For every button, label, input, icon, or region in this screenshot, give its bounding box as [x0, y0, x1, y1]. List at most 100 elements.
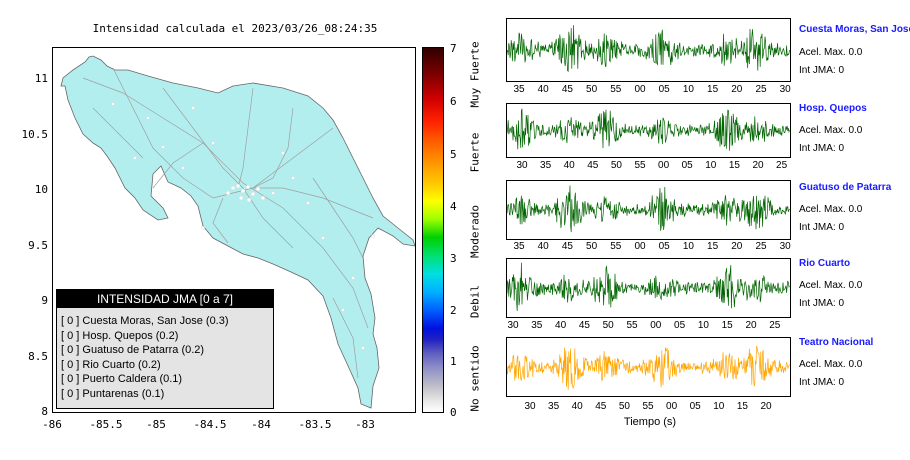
colorbar-number: 0 [450, 406, 457, 419]
waveform-trace [507, 262, 790, 312]
legend-item: [ 0 ] Puerto Caldera (0.1) [61, 373, 183, 385]
waveform-trace [507, 108, 790, 151]
station-markers[interactable] [111, 102, 375, 350]
waveform-tick-label: 40 [537, 241, 549, 252]
waveform-ticks: 35 40 45 50 55 00 05 10 15 20 25 30 [506, 241, 791, 253]
station-name-rio-cuarto[interactable]: Rio Cuarto [799, 258, 851, 269]
colorbar-number: 4 [450, 200, 457, 213]
waveform-tick-label: 00 [634, 84, 646, 95]
map-y-label: 8.5 [28, 350, 48, 363]
waveform-tick-label: 40 [555, 320, 567, 331]
station-int: Int JMA: 0 [799, 65, 845, 76]
station-name-cuesta-moras[interactable]: Cuesta Moras, San Jose [799, 24, 910, 35]
waveform-tick-label: 30 [516, 160, 528, 171]
colorbar-number: 1 [450, 355, 457, 368]
map-y-label: 10.5 [21, 128, 49, 141]
waveform-tick-label: 05 [674, 320, 686, 331]
waveform-tick-label: 05 [658, 84, 670, 95]
waveform-tick-label: 55 [642, 401, 654, 412]
waveform-line [507, 25, 790, 73]
station-acel: Acel. Max. 0.0 [799, 204, 863, 215]
colorbar-number: 3 [450, 252, 457, 265]
waveform-tick-label: 15 [707, 241, 719, 252]
waveform-tick-label: 45 [595, 401, 607, 412]
waveform-tick-label: 45 [561, 241, 573, 252]
waveform-tick-label: 45 [578, 320, 590, 331]
map-x-label: -84.5 [193, 418, 227, 431]
waveform-trace [507, 185, 790, 233]
station-acel: Acel. Max. 0.0 [799, 47, 863, 58]
waveform-tick-label: 35 [531, 320, 543, 331]
station-name-guatuso[interactable]: Guatuso de Patarra [799, 182, 892, 193]
map-x-label: -85.5 [89, 418, 123, 431]
waveform-tick-label: 10 [713, 401, 725, 412]
waveform-trace [507, 345, 790, 390]
waveform-tick-label: 25 [755, 84, 767, 95]
colorbar-number: 5 [450, 148, 457, 161]
colorbar-word-no-sentido: No sentido [468, 345, 482, 412]
legend-item: [ 0 ] Guatuso de Patarra (0.2) [61, 344, 205, 356]
waveform-panel[interactable] [506, 180, 791, 240]
waveform-tick-label: 00 [634, 241, 646, 252]
map-y-label: 9 [41, 294, 48, 307]
waveform-tick-label: 40 [537, 84, 549, 95]
map-y-label: 10 [34, 183, 48, 196]
waveform-tick-label: 15 [721, 320, 733, 331]
waveform-tick-label: 35 [540, 160, 552, 171]
waveform-line [507, 262, 790, 312]
waveform-tick-label: 50 [618, 401, 630, 412]
colorbar-word-muy-fuerte: Muy Fuerte [468, 41, 482, 108]
waveform-tick-label: 15 [736, 401, 748, 412]
map-x-label: -85 [146, 418, 166, 431]
waveform-tick-label: 25 [755, 241, 767, 252]
waveform-tick-label: 25 [769, 320, 781, 331]
waveform-tick-label: 50 [586, 84, 598, 95]
waveform-tick-label: 00 [650, 320, 662, 331]
colorbar-word-fuerte: Fuerte [468, 132, 482, 173]
colorbar-gradient [423, 48, 443, 412]
waveform-tick-label: 15 [728, 160, 740, 171]
waveform-trace [507, 25, 790, 73]
waveform-tick-label: 50 [602, 320, 614, 331]
map-canvas [60, 55, 415, 409]
map-y-label: 9.5 [28, 239, 48, 252]
station-acel: Acel. Max. 0.0 [799, 125, 863, 136]
waveform-tick-label: 35 [513, 241, 525, 252]
waveform-tick-label: 05 [658, 241, 670, 252]
intensity-colorbar [422, 47, 444, 413]
station-name-teatro-nacional[interactable]: Teatro Nacional [799, 337, 874, 348]
waveform-tick-label: 00 [658, 160, 670, 171]
waveform-ticks: 30 35 40 45 50 55 00 05 10 15 20 25 [506, 320, 789, 332]
waveform-tick-label: 55 [634, 160, 646, 171]
station-acel: Acel. Max. 0.0 [799, 359, 863, 370]
waveform-tick-label: 30 [507, 320, 519, 331]
waveform-tick-label: 30 [779, 241, 791, 252]
waveform-tick-label: 45 [561, 84, 573, 95]
waveform-ticks: 30 35 40 45 50 55 00 05 10 15 20 25 [506, 160, 789, 172]
waveform-tick-label: 30 [524, 401, 536, 412]
waveform-tick-label: 50 [586, 241, 598, 252]
waveform-panel[interactable] [506, 18, 791, 82]
station-int: Int JMA: 0 [799, 298, 845, 309]
waveform-line [507, 108, 790, 151]
waveform-tick-label: 05 [681, 160, 693, 171]
waveform-tick-label: 20 [760, 401, 772, 412]
station-name-hosp-quepos[interactable]: Hosp. Quepos [799, 103, 867, 114]
waveform-panel[interactable] [506, 103, 791, 158]
map-x-label: -83 [355, 418, 375, 431]
waveform-x-axis-title: Tiempo (s) [623, 416, 677, 428]
waveform-tick-label: 00 [666, 401, 678, 412]
station-int: Int JMA: 0 [799, 377, 845, 388]
waveform-panel[interactable] [506, 258, 791, 318]
legend-item: [ 0 ] Puntarenas (0.1) [61, 387, 165, 400]
waveform-tick-label: 40 [571, 401, 583, 412]
waveform-tick-label: 10 [705, 160, 717, 171]
waveform-ticks: 30 35 40 45 50 55 00 05 10 15 20 [506, 401, 789, 413]
waveform-tick-label: 35 [548, 401, 560, 412]
map-x-label: -83.5 [298, 418, 332, 431]
waveform-tick-label: 55 [610, 241, 622, 252]
waveform-panel[interactable] [506, 337, 791, 397]
waveform-tick-label: 05 [689, 401, 701, 412]
map-x-label: -86 [42, 418, 62, 431]
colorbar-number: 7 [450, 42, 457, 55]
